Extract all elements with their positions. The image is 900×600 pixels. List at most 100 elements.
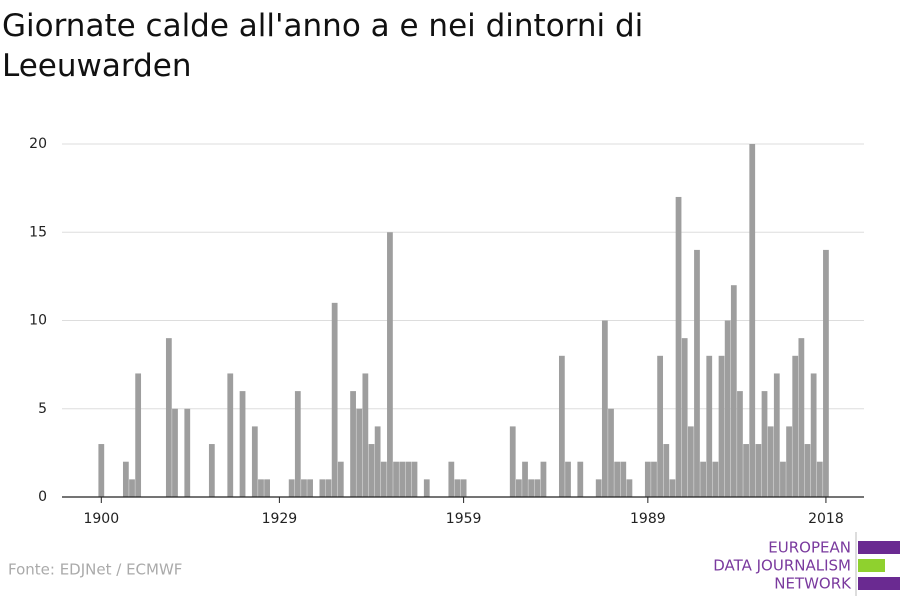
- bar: [319, 479, 326, 497]
- bar: [743, 444, 749, 497]
- chart-title: Giornate calde all'anno a e nei dintorni…: [2, 8, 644, 84]
- y-tick-label: 10: [29, 313, 47, 329]
- bar: [528, 479, 535, 497]
- bar: [393, 461, 399, 497]
- bar: [208, 444, 215, 497]
- bar: [601, 320, 608, 497]
- x-tick-label: 1989: [630, 511, 666, 527]
- bar: [816, 461, 823, 497]
- bar: [730, 285, 737, 497]
- bar: [337, 461, 344, 497]
- bar: [356, 408, 363, 497]
- bar: [786, 426, 792, 497]
- bar: [737, 391, 743, 497]
- bar: [644, 461, 651, 497]
- bar: [694, 249, 700, 497]
- bar: [522, 461, 528, 497]
- bar: [368, 444, 375, 497]
- bar: [706, 355, 713, 497]
- bar: [823, 249, 829, 497]
- bar: [773, 373, 780, 497]
- bar: [331, 302, 338, 497]
- bar: [423, 479, 430, 497]
- x-tick-label: 1959: [446, 511, 482, 527]
- bar: [792, 355, 799, 497]
- logo-text: DATA JOURNALISM: [713, 557, 851, 575]
- bar: [810, 373, 817, 497]
- bar: [767, 426, 774, 497]
- bar: [454, 479, 461, 497]
- bar: [657, 355, 664, 497]
- bar: [749, 144, 756, 497]
- bar: [681, 338, 688, 497]
- bar: [448, 461, 455, 497]
- bar: [301, 479, 307, 497]
- bar: [288, 479, 295, 497]
- logo-bar: [858, 559, 885, 572]
- bar: [577, 461, 584, 497]
- bar: [251, 426, 258, 497]
- source: Fonte: EDJNet / ECMWF: [8, 561, 182, 579]
- bar: [460, 479, 467, 497]
- bar: [227, 373, 234, 497]
- logo-bar: [858, 577, 900, 590]
- bar: [509, 426, 516, 497]
- bar: [540, 461, 547, 497]
- bar: [608, 408, 614, 497]
- bar: [687, 426, 694, 497]
- x-tick-label: 1929: [262, 511, 298, 527]
- bar: [307, 479, 313, 497]
- bar: [325, 479, 332, 497]
- bar: [350, 391, 356, 497]
- bar: [718, 355, 725, 497]
- bar: [515, 479, 522, 497]
- bar: [172, 408, 178, 497]
- bar: [184, 408, 191, 497]
- bar: [380, 461, 387, 497]
- bar: [712, 461, 719, 497]
- logo-bar: [858, 541, 900, 554]
- bar: [399, 461, 406, 497]
- bar: [675, 196, 682, 497]
- bar: [565, 461, 571, 497]
- bar: [558, 355, 565, 497]
- bar: [663, 444, 670, 497]
- bar: [614, 461, 621, 497]
- x-tick-label: 2018: [808, 511, 844, 527]
- bar: [122, 461, 129, 497]
- y-tick-label: 20: [29, 136, 47, 152]
- bar: [651, 461, 657, 497]
- bar: [669, 479, 676, 497]
- bar: [264, 479, 270, 497]
- bar: [98, 444, 105, 497]
- y-tick-label: 0: [38, 489, 47, 505]
- bar: [755, 444, 762, 497]
- bar: [411, 461, 418, 497]
- bar: [239, 391, 246, 497]
- bar: [626, 479, 633, 497]
- bar: [294, 391, 301, 497]
- bar: [700, 461, 706, 497]
- bar: [374, 426, 381, 497]
- bar: [362, 373, 369, 497]
- x-tick-label: 1900: [83, 511, 119, 527]
- y-tick-label: 5: [38, 401, 47, 417]
- bar: [165, 338, 172, 497]
- bar: [724, 320, 731, 497]
- y-tick-label: 15: [29, 224, 47, 240]
- logo-text: NETWORK: [774, 575, 852, 593]
- bar: [534, 479, 541, 497]
- bar: [620, 461, 627, 497]
- bar: [761, 391, 768, 497]
- bar: [387, 232, 393, 497]
- bar: [780, 461, 786, 497]
- bar: [258, 479, 264, 497]
- bar: [804, 444, 811, 497]
- bar: [405, 461, 412, 497]
- logo-text: EUROPEAN: [768, 539, 851, 557]
- bar: [129, 479, 135, 497]
- bar: [798, 338, 805, 497]
- bar: [595, 479, 602, 497]
